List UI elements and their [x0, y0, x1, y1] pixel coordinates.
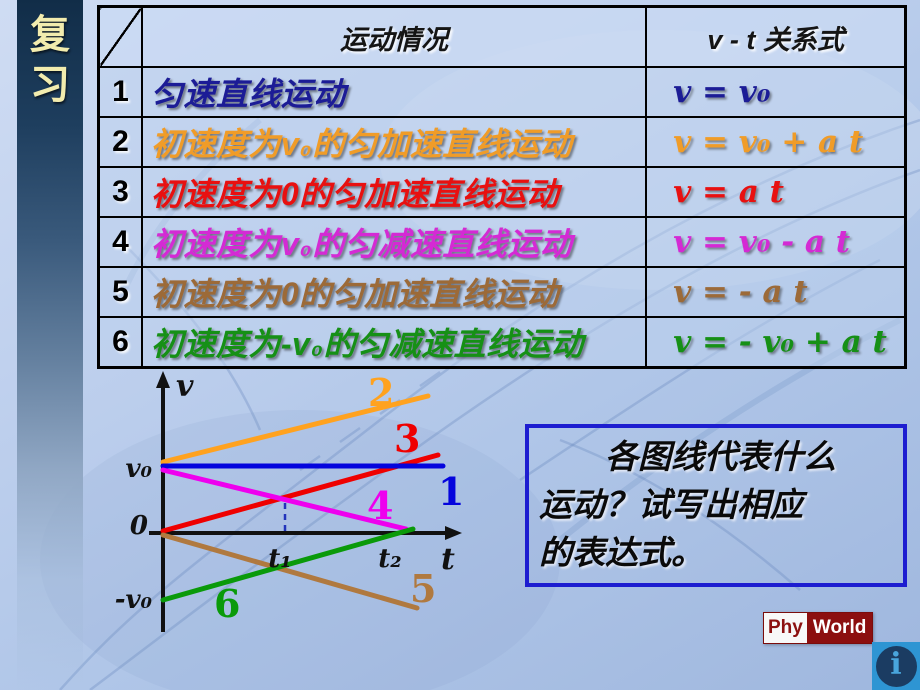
motion-text: 初速度为v₀的匀减速直线运动: [140, 216, 648, 268]
formula-text: v = - a t: [645, 266, 907, 318]
motion-text: 匀速直线运动: [140, 66, 648, 118]
header-motion: 运动情况: [140, 5, 648, 68]
formula-text: v = v₀ - a t: [645, 216, 907, 268]
motion-text: 初速度为0的匀加速直线运动: [140, 266, 648, 318]
logo-world: World: [806, 613, 873, 643]
graph-line-label-1: 1: [438, 469, 464, 514]
graph-line-label-4: 4: [367, 483, 393, 528]
formula-text: v = v₀: [645, 66, 907, 118]
info-icon-glyph: i: [890, 647, 902, 682]
row-number: 2: [97, 116, 143, 168]
formula-text: v = a t: [645, 166, 907, 218]
row-number: 4: [97, 216, 143, 268]
graph-line-5: [160, 532, 420, 611]
info-icon: i: [875, 645, 917, 687]
table-header-row: 运动情况 v - t 关系式: [97, 5, 907, 68]
table-row: 5 初速度为0的匀加速直线运动 v = - a t: [97, 266, 907, 318]
graph-line-label-3: 3: [394, 416, 420, 461]
motion-text: 初速度为v₀的匀加速直线运动: [140, 116, 648, 168]
info-button[interactable]: i: [872, 642, 920, 690]
review-table: 运动情况 v - t 关系式 1 匀速直线运动 v = v₀ 2 初速度为v₀的匀加速直…: [97, 5, 907, 369]
review-label: 复 习: [30, 13, 70, 107]
t-axis-label: t: [441, 542, 455, 577]
row-number: 6: [97, 316, 143, 369]
phy-world-logo: Phy World: [763, 612, 874, 644]
table-row: 2 初速度为v₀的匀加速直线运动 v = v₀ + a t: [97, 116, 907, 168]
motion-text: 初速度为0的匀加速直线运动: [140, 166, 648, 218]
row-number: 3: [97, 166, 143, 218]
row-number: 1: [97, 66, 143, 118]
y-tick-label-0: v₀: [126, 454, 153, 484]
graph-line-label-2: 2: [368, 370, 394, 415]
motion-text: 初速度为-v₀的匀减速直线运动: [140, 316, 648, 369]
header-relation: v - t 关系式: [645, 5, 907, 68]
table-row: 1 匀速直线运动 v = v₀: [97, 66, 907, 118]
y-tick-label-1: 0: [130, 511, 148, 541]
graph-line-2: [160, 393, 431, 465]
v-axis-arrow: [156, 371, 170, 388]
table-row: 6 初速度为-v₀的匀减速直线运动 v = - v₀ + a t: [97, 316, 907, 369]
corner-diagonal-cell: [97, 5, 143, 68]
question-box: 各图线代表什么 运动？试写出相应 的表达式。: [525, 424, 907, 587]
row-number: 5: [97, 266, 143, 318]
logo-phy: Phy: [764, 613, 807, 643]
formula-text: v = v₀ + a t: [645, 116, 907, 168]
y-tick-label-2: -v₀: [115, 585, 153, 615]
review-table-body: 1 匀速直线运动 v = v₀ 2 初速度为v₀的匀加速直线运动 v = v₀ + a t…: [97, 66, 907, 369]
x-tick-label-0: t₁: [268, 544, 291, 574]
v-axis-label: v: [176, 369, 194, 404]
graph-line-6: [160, 526, 416, 603]
t-axis-arrow: [445, 526, 462, 540]
graph-line-label-5: 5: [410, 566, 436, 611]
graph-line-label-6: 6: [214, 581, 240, 626]
x-tick-label-1: t₂: [378, 544, 401, 574]
review-sidebar: 复 习: [17, 0, 83, 690]
graph-line-4: [160, 467, 409, 532]
formula-text: v = - v₀ + a t: [645, 316, 907, 369]
table-row: 3 初速度为0的匀加速直线运动 v = a t: [97, 166, 907, 218]
table-row: 4 初速度为v₀的匀减速直线运动 v = v₀ - a t: [97, 216, 907, 268]
